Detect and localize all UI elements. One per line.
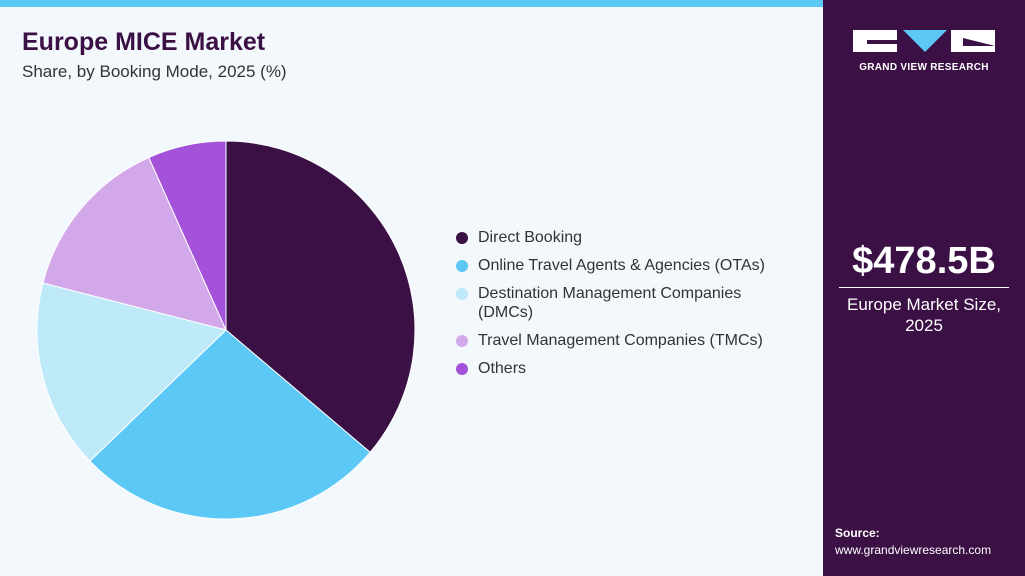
source-label: Source:: [835, 526, 880, 540]
legend-item: Direct Booking: [456, 228, 796, 247]
legend-marker: [456, 335, 468, 347]
legend-label: Destination Management Companies (DMCs): [478, 285, 742, 321]
legend-marker: [456, 363, 468, 375]
market-size-label: Europe Market Size, 2025: [846, 295, 1001, 335]
legend-label: Travel Management Companies (TMCs): [478, 332, 763, 349]
pie-slice: [42, 156, 227, 331]
chart-title: Europe MICE Market: [22, 28, 266, 56]
legend-marker: [456, 232, 468, 244]
legend-marker: [456, 260, 468, 272]
legend-item: Online Travel Agents & Agencies (OTAs): [456, 256, 796, 275]
sidebar: GRAND VIEW RESEARCH $478.5B Europe Marke…: [823, 0, 1025, 576]
top-bar: [0, 0, 823, 7]
legend: Direct Booking Online Travel Agents & Age…: [456, 228, 796, 387]
pie-slice: [225, 140, 416, 453]
legend-label: Direct Booking: [478, 229, 583, 246]
pie-slice: [148, 140, 227, 331]
chart-subtitle: Share, by Booking Mode, 2025 (%): [22, 62, 287, 81]
legend-item: Destination Management Companies (DMCs): [456, 284, 796, 322]
pie-chart: [36, 140, 416, 520]
logo-text: GRAND VIEW RESEARCH: [859, 62, 989, 73]
pie-slice: [36, 282, 227, 462]
market-size: $478.5B: [852, 240, 996, 282]
legend-item: Travel Management Companies (TMCs): [456, 331, 796, 350]
divider: [839, 287, 1009, 288]
legend-item: Others: [456, 359, 796, 378]
logo: [853, 30, 995, 52]
legend-label: Others: [478, 360, 527, 377]
source-url: www.grandviewresearch.com: [835, 543, 992, 557]
legend-label: Online Travel Agents & Agencies (OTAs): [478, 257, 765, 274]
pie-slice: [89, 329, 371, 520]
legend-marker: [456, 288, 468, 300]
